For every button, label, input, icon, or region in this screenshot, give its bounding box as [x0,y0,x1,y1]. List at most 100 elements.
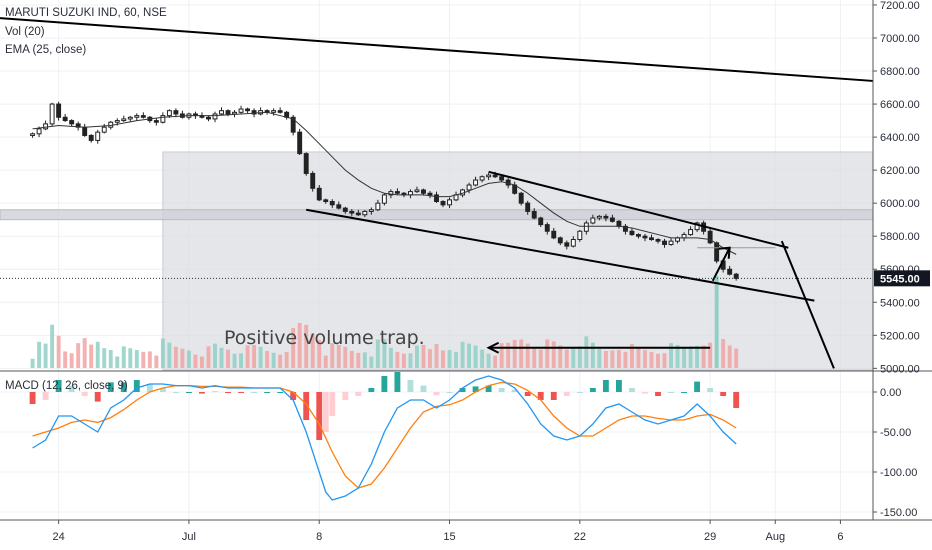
candle-body [362,210,368,216]
candle-body [101,126,107,133]
candle-body [290,116,296,133]
price-candle [583,220,589,235]
volume-bar [213,343,217,368]
price-tick-label: 5800.00 [880,231,920,243]
macd-histogram-bar [589,388,596,392]
time-tick-label: 6 [837,531,843,543]
candle-body [108,121,114,128]
volume-bar [649,351,654,368]
macd-histogram-bar [81,392,88,396]
price-candle [362,210,368,218]
volume-bar [727,345,732,368]
candle-body [43,123,49,130]
price-candle [101,123,107,134]
price-tick-label: 7000.00 [880,33,920,45]
candle-body [69,120,75,125]
volume-bar [545,339,550,368]
volume-bar [577,346,582,368]
candle-body [375,202,381,211]
candle-body [577,230,583,241]
candle-body [714,242,720,262]
candle-body [277,110,283,113]
candle-body [329,201,335,206]
consolidation-zone [162,151,874,371]
volume-bar [597,349,602,368]
candle-body [310,172,316,189]
candle-body [525,202,531,212]
price-tick-label: 6600.00 [880,99,920,111]
price-candle [447,197,452,209]
candle-body [336,204,342,209]
candle-body [56,103,62,118]
volume-bar [434,344,439,368]
macd-histogram-bar [68,385,75,392]
price-candle [127,115,133,122]
annotation-text: Positive volume trap. [224,327,425,349]
price-candle [62,113,68,122]
volume-bar [115,356,120,368]
volume-bar [95,341,100,368]
volume-bar [147,351,152,368]
candle-body [88,134,94,141]
macd-histogram-bar [498,388,505,392]
candle-body [518,192,524,204]
candle-body [160,115,166,123]
macd-histogram-bar [316,392,323,440]
price-candle [121,115,127,122]
price-candle [662,238,667,248]
candle-body [238,108,244,113]
volume-bar [258,346,263,368]
candle-body [570,239,576,247]
macd-histogram-bar [199,392,205,394]
volume-bar [512,339,517,368]
macd-histogram-bar [537,392,544,400]
price-candle [577,229,583,242]
macd-histogram-bar [563,392,570,396]
price-candle [368,207,374,215]
candle-body [349,210,355,214]
volume-bar [721,339,726,368]
candle-body [596,215,602,219]
price-candle [206,115,211,122]
macd-histogram-bar [511,389,518,392]
candle-body [557,237,563,244]
candle-body [668,240,674,245]
price-candle [629,227,635,236]
macd-histogram-bar [446,392,453,393]
candle-body [140,115,146,118]
price-candle [284,111,290,120]
macd-histogram-bar [329,392,336,416]
candle-body [564,242,570,247]
candle-body [616,220,622,227]
time-tick-label: Jul [182,531,196,543]
price-candle [473,176,479,187]
volume-bar [428,349,432,368]
candle-body [394,191,400,194]
volume-bar [460,341,465,368]
macd-histogram-bar [42,392,49,400]
legend-ema: EMA (25, close) [5,44,87,56]
price-candle [140,112,146,119]
volume-bar [408,353,413,368]
candle-body [388,191,394,196]
volume-bar [232,353,237,368]
volume-bar [310,333,315,368]
macd-histogram-bar [355,392,362,396]
price-candle [88,134,94,143]
volume-bar [219,347,224,368]
trendline [0,17,874,82]
price-candle [518,191,524,206]
candle-body [225,110,231,115]
macd-histogram-bar [485,385,492,392]
price-candle [75,121,81,131]
macd-histogram-bar [146,384,153,392]
macd-histogram-bar [186,392,192,393]
volume-bar [486,353,491,368]
volume-bar [656,353,660,368]
price-candle [642,233,648,242]
volume-bar [584,336,589,368]
candle-body [662,240,667,245]
volume-bar [102,348,107,368]
trendline [488,170,789,249]
